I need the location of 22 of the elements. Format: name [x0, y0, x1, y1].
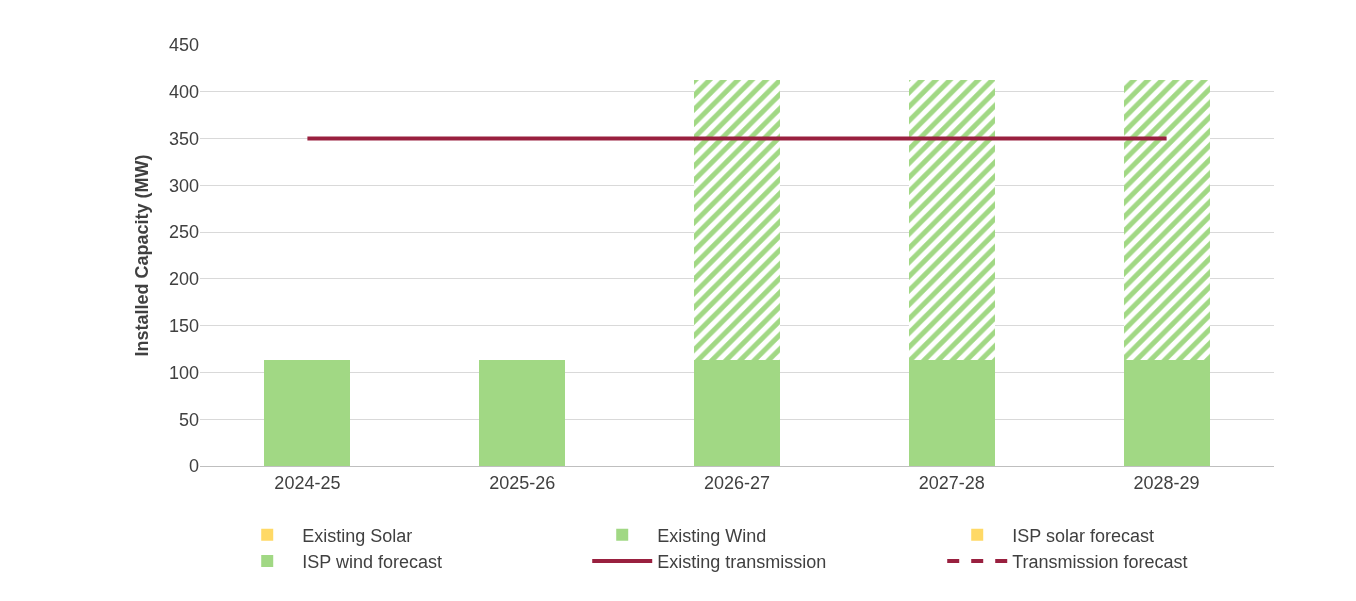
y-tick-label: 350	[168, 128, 199, 149]
y-tick-label: 450	[168, 35, 199, 56]
x-tick-label: 2024-25	[274, 472, 341, 493]
legend-label: Existing transmission	[657, 552, 827, 573]
y-tick-label: 0	[188, 456, 199, 477]
y-tick-label: 250	[168, 222, 199, 243]
y-tick-label: 100	[168, 362, 199, 383]
x-tick-label: 2028-29	[1133, 472, 1200, 493]
x-tick-label: 2026-27	[703, 472, 771, 493]
y-axis-title: Installed Capacity (MW)	[132, 154, 153, 357]
legend-label: Transmission forecast	[1012, 552, 1188, 573]
legend-label: Existing Solar	[302, 525, 413, 546]
y-tick-label: 300	[168, 175, 199, 196]
legend-label: Existing Wind	[657, 525, 767, 546]
y-tick-label: 400	[168, 82, 199, 103]
legend-label: ISP wind forecast	[302, 552, 442, 573]
y-tick-label: 200	[168, 269, 199, 290]
x-tick-label: 2027-28	[918, 472, 985, 493]
y-tick-label: 50	[178, 409, 199, 430]
legend-label: ISP solar forecast	[1012, 525, 1154, 546]
x-tick-label: 2025-26	[489, 472, 556, 493]
y-tick-label: 150	[168, 315, 199, 336]
